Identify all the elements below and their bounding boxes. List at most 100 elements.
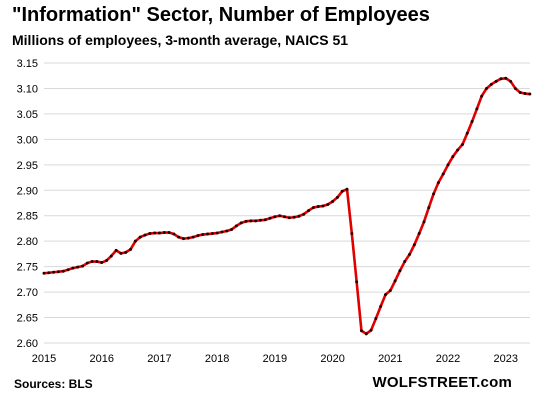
data-point xyxy=(225,229,229,233)
y-tick-label: 2.70 xyxy=(17,287,38,299)
data-point xyxy=(355,280,359,284)
data-point xyxy=(105,259,109,263)
y-tick-label: 2.65 xyxy=(17,313,38,325)
data-point xyxy=(162,231,166,235)
y-tick-label: 2.90 xyxy=(17,185,38,197)
x-tick-label: 2021 xyxy=(378,353,402,365)
data-point xyxy=(408,252,412,256)
data-point xyxy=(167,231,171,235)
data-point xyxy=(523,92,527,96)
data-point xyxy=(504,76,508,80)
data-point xyxy=(177,235,181,239)
data-point xyxy=(90,260,94,264)
data-point xyxy=(297,214,301,218)
data-point xyxy=(143,233,147,237)
data-point xyxy=(513,86,517,90)
data-point xyxy=(287,216,291,220)
data-point xyxy=(422,220,426,224)
data-point xyxy=(335,195,339,199)
data-point xyxy=(138,235,142,239)
x-tick-label: 2023 xyxy=(494,353,518,365)
data-point xyxy=(460,142,464,146)
data-point xyxy=(393,279,397,283)
data-point xyxy=(119,251,123,255)
x-tick-label: 2022 xyxy=(436,353,460,365)
data-point xyxy=(509,79,513,83)
series-employees xyxy=(42,76,532,336)
data-point xyxy=(379,304,383,308)
data-point xyxy=(427,206,431,210)
data-point xyxy=(331,199,335,203)
data-point xyxy=(374,317,378,321)
data-point xyxy=(201,233,205,237)
chart-subtitle: Millions of employees, 3-month average, … xyxy=(12,32,349,48)
data-point xyxy=(186,236,190,240)
gridlines xyxy=(44,62,530,344)
data-point xyxy=(403,260,407,264)
data-point xyxy=(206,232,210,236)
data-point xyxy=(191,235,195,239)
data-point xyxy=(326,203,330,207)
y-tick-label: 3.05 xyxy=(17,109,38,121)
data-point xyxy=(446,163,450,167)
data-point xyxy=(263,218,267,222)
y-tick-label: 3.00 xyxy=(17,134,38,146)
data-point xyxy=(311,206,315,210)
data-point xyxy=(71,266,75,270)
data-point xyxy=(80,264,84,268)
data-point xyxy=(129,247,133,251)
data-point xyxy=(196,234,200,238)
data-point xyxy=(95,260,99,264)
data-point xyxy=(283,215,286,219)
data-point xyxy=(451,155,455,159)
data-point xyxy=(114,248,118,252)
data-point xyxy=(302,212,306,216)
data-point xyxy=(292,215,296,219)
data-point xyxy=(441,172,445,176)
data-point xyxy=(359,329,363,333)
data-point xyxy=(61,269,65,273)
data-point xyxy=(465,131,469,135)
data-point xyxy=(244,219,248,223)
data-point xyxy=(485,86,489,90)
data-point xyxy=(249,219,253,223)
source-note: Sources: BLS xyxy=(14,377,93,391)
data-point xyxy=(489,82,493,86)
x-tick-label: 2017 xyxy=(147,353,171,365)
data-point xyxy=(215,231,219,235)
data-point xyxy=(66,268,70,272)
y-axis: 2.60 2.65 2.70 2.75 2.80 2.85 2.90 2.95 3.00 3.05… xyxy=(17,58,38,350)
data-point xyxy=(85,261,89,265)
data-point xyxy=(100,261,104,265)
data-point xyxy=(499,77,503,81)
data-point xyxy=(76,265,80,269)
data-point xyxy=(528,92,532,96)
x-tick-label: 2016 xyxy=(89,353,113,365)
data-point xyxy=(124,250,128,254)
x-tick-label: 2020 xyxy=(320,353,344,365)
data-point xyxy=(148,232,152,236)
data-point xyxy=(109,254,113,258)
data-point xyxy=(475,107,479,111)
data-point xyxy=(181,237,185,241)
data-point xyxy=(470,120,474,124)
data-point xyxy=(480,94,484,98)
data-point xyxy=(278,214,282,218)
data-point xyxy=(321,204,325,208)
data-point xyxy=(273,215,277,219)
data-point xyxy=(153,231,157,235)
data-point xyxy=(210,232,214,236)
data-point xyxy=(230,227,234,231)
data-point xyxy=(398,269,402,273)
data-point xyxy=(417,232,421,236)
data-point xyxy=(384,293,388,297)
data-point xyxy=(307,209,311,213)
data-point xyxy=(412,243,416,247)
data-point xyxy=(220,230,224,234)
data-point xyxy=(47,271,51,275)
data-point xyxy=(494,79,498,83)
x-tick-label: 2018 xyxy=(205,353,229,365)
y-tick-label: 2.80 xyxy=(17,236,38,248)
y-tick-label: 2.85 xyxy=(17,211,38,223)
